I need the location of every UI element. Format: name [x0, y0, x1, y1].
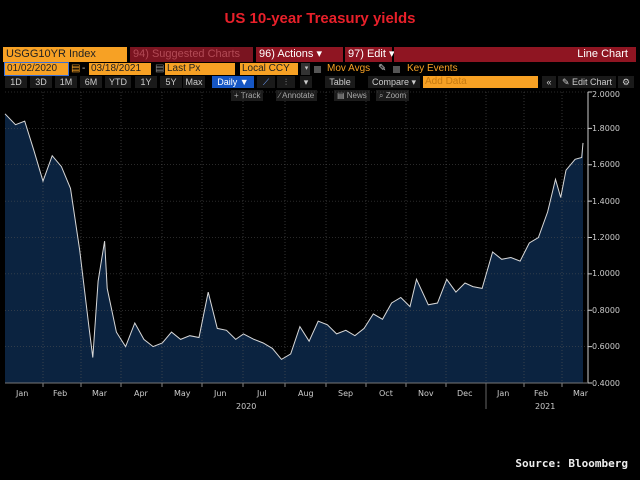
y-tick-label: 1.0000	[592, 269, 620, 279]
x-tick-label: Mar	[573, 389, 589, 398]
period-1d[interactable]: 1D	[5, 76, 27, 88]
yield-line	[4, 113, 584, 361]
x-tick-label: Jul	[257, 389, 267, 398]
annotate-tool[interactable]: ∕ Annotate	[276, 90, 318, 101]
x-tick-label: Oct	[379, 389, 393, 398]
chart-title: US 10-year Treasury yields	[224, 10, 416, 27]
x-tick-label: Feb	[534, 389, 549, 398]
x-tick-label: Mar	[92, 389, 108, 398]
ticker-field[interactable]: USGG10YR Index	[3, 47, 127, 62]
y-tick-label: 2.0000	[592, 90, 620, 99]
chart-type-label: Line Chart	[394, 47, 636, 62]
chevron-down-icon[interactable]: ▾	[301, 63, 310, 75]
y-tick-label: 0.8000	[592, 305, 620, 315]
period-ytd[interactable]: YTD	[105, 76, 131, 88]
table-button[interactable]: Table	[325, 76, 355, 88]
source-note: Source: Bloomberg	[515, 457, 628, 470]
x-tick-label: Aug	[298, 389, 314, 398]
period-6m[interactable]: 6M	[80, 76, 102, 88]
period-5y[interactable]: 5Y	[160, 76, 182, 88]
line-icon: ∕	[279, 91, 283, 100]
track-label: Track	[240, 91, 261, 100]
zoom-label: Zoom	[385, 91, 407, 100]
x-tick-label: Jun	[214, 389, 227, 398]
y-tick-label: 1.2000	[592, 233, 620, 242]
chevron-down-icon[interactable]: ▾	[300, 76, 312, 88]
x-tick-label: Apr	[134, 389, 148, 398]
y-tick-label: 1.6000	[592, 160, 620, 170]
start-date-input[interactable]: 01/02/2020	[4, 62, 69, 76]
y-tick-label: 0.4000	[592, 378, 620, 388]
key-events-label[interactable]: Key Events	[407, 63, 458, 74]
suggested-charts-button[interactable]: 94) Suggested Charts	[130, 47, 253, 62]
news-icon: ▤	[337, 91, 347, 100]
x-tick-label: Nov	[418, 389, 434, 398]
pencil-icon: ✎	[561, 77, 572, 87]
mov-avgs-checkbox[interactable]	[314, 66, 321, 73]
key-events-checkbox[interactable]	[393, 66, 400, 73]
compare-button[interactable]: Compare ▾	[368, 76, 420, 88]
year-label: 2020	[236, 402, 257, 411]
x-tick-label: Jan	[497, 389, 510, 398]
x-tick-label: May	[174, 389, 191, 398]
x-tick-label: Dec	[457, 389, 473, 398]
field-select[interactable]: Last Px	[165, 63, 235, 75]
news-tool[interactable]: ▤ News	[334, 90, 370, 101]
add-data-input[interactable]: Add Data	[423, 76, 538, 88]
zoom-tool[interactable]: ⌕ Zoom	[376, 90, 410, 101]
collapse-button[interactable]: «	[542, 76, 556, 88]
gear-icon[interactable]: ⚙	[618, 76, 634, 88]
mov-avgs-label[interactable]: Mov Avgs	[327, 63, 371, 74]
currency-select[interactable]: Local CCY	[240, 63, 298, 75]
period-1y[interactable]: 1Y	[135, 76, 157, 88]
line-chart-icon[interactable]: ⟋	[257, 76, 275, 88]
date-separator: -	[82, 63, 86, 74]
y-tick-label: 1.8000	[592, 123, 620, 133]
period-3d[interactable]: 3D	[30, 76, 52, 88]
x-tick-label: Sep	[338, 389, 354, 398]
y-tick-label: 0.6000	[592, 342, 620, 352]
edit-menu[interactable]: 97) Edit ▾	[345, 47, 395, 62]
bar-style-icon[interactable]: ⫶	[277, 76, 295, 88]
crosshair-icon: +	[234, 91, 241, 100]
x-tick-label: Feb	[53, 389, 68, 398]
edit-chart-button[interactable]: ✎ Edit Chart	[558, 76, 616, 88]
year-label: 2021	[535, 402, 556, 411]
y-tick-label: 1.4000	[592, 196, 620, 206]
frequency-select[interactable]: Daily ▼	[212, 76, 254, 88]
edit-chart-label: Edit Chart	[572, 77, 613, 87]
annotate-label: Annotate	[282, 91, 315, 100]
end-date-input[interactable]: 03/18/2021	[89, 63, 151, 75]
calendar-icon[interactable]: ▤	[71, 63, 81, 74]
calendar-icon[interactable]: ▤	[155, 63, 165, 74]
area-fill	[5, 113, 583, 384]
period-max[interactable]: Max	[183, 76, 205, 88]
track-tool[interactable]: + Track	[231, 90, 264, 101]
news-label: News	[346, 91, 367, 100]
magnifier-icon: ⌕	[379, 91, 386, 100]
pencil-icon[interactable]: ✎	[378, 63, 387, 74]
x-tick-label: Jan	[16, 389, 29, 398]
period-1m[interactable]: 1M	[55, 76, 77, 88]
actions-menu[interactable]: 96) Actions ▾	[256, 47, 343, 62]
